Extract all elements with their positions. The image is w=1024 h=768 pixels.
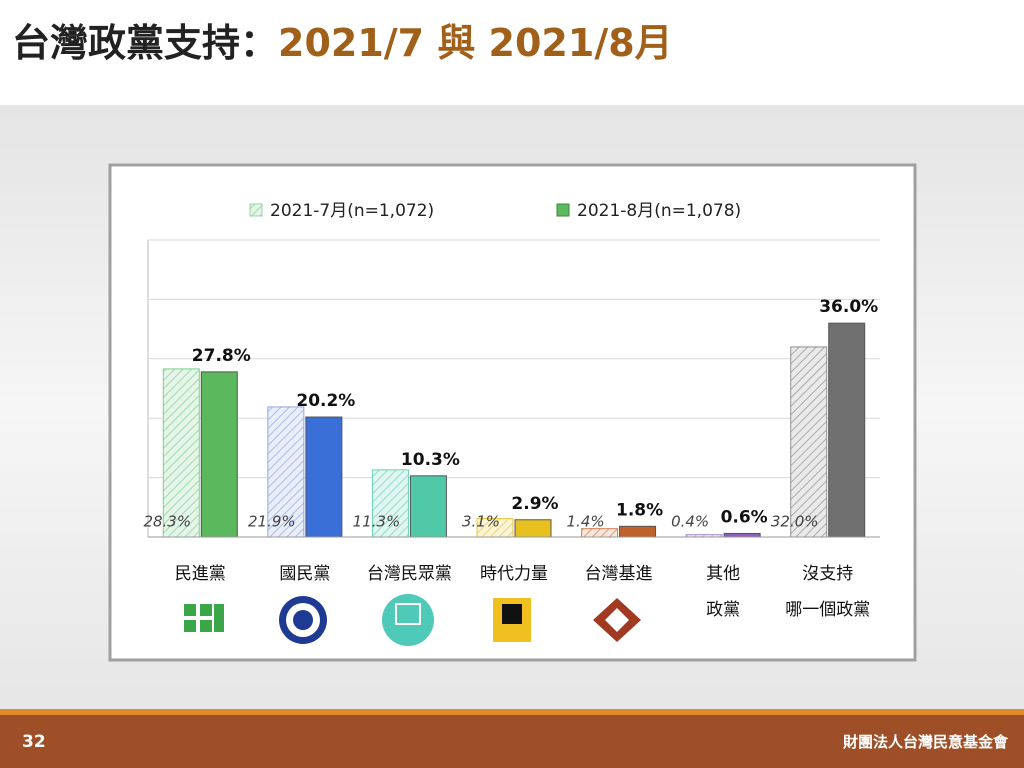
bar [305,416,343,538]
legend-swatch [556,203,570,217]
category-label: 台灣基進 [584,564,653,584]
value-label: 32.0% [771,513,819,531]
footer-band [0,715,1024,768]
bar [200,371,238,538]
value-label: 0.6% [721,507,768,527]
value-label: 0.4% [671,513,709,531]
slide-title: 台灣政黨支持：2021/7 與 2021/8月 [12,21,673,65]
bar [619,525,657,538]
bar [828,322,866,538]
logos [184,594,641,646]
bar [723,532,761,538]
value-label: 2.9% [511,494,558,514]
category-label: 沒支持 哪一個政黨 [785,564,871,620]
value-label: 11.3% [353,513,401,531]
value-label: 10.3% [401,450,460,470]
value-label: 1.8% [616,500,663,520]
organization: 財團法人台灣民意基金會 [842,733,1009,751]
value-label: 1.4% [567,513,605,531]
category-label: 台灣民眾黨 [366,564,452,584]
value-label: 21.9% [248,513,296,531]
page-number: 32 [22,732,46,752]
category-label: 時代力量 [480,564,548,584]
title-band [0,0,1024,105]
legend-swatch [249,203,263,217]
legend-label: 2021-8月(n=1,078) [577,201,741,221]
bar [514,519,552,538]
category-label: 其他 政黨 [706,564,741,620]
value-label: 3.1% [462,513,500,531]
bar [790,346,828,538]
bar [267,406,305,538]
value-label: 20.2% [296,391,355,411]
value-label: 36.0% [819,297,878,317]
title-part: 台灣政黨支持： [12,21,278,65]
footer-stripe [0,709,1024,715]
bar [162,368,200,538]
title-part: 2021/7 與 2021/8月 [278,21,673,65]
value-label: 27.8% [192,346,251,366]
category-label: 國民黨 [279,564,331,584]
category-label: 民進黨 [174,564,226,584]
legend-label: 2021-7月(n=1,072) [270,201,434,221]
chart-frame [108,163,917,662]
value-label: 28.3% [143,513,191,531]
bar [409,475,447,538]
